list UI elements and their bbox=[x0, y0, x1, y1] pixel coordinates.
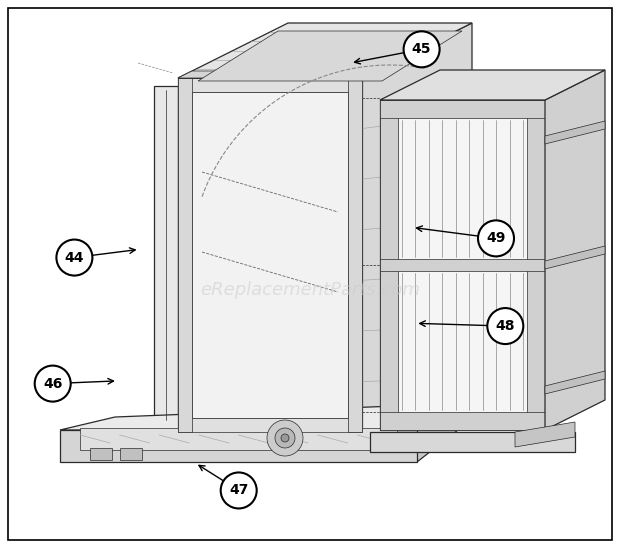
Polygon shape bbox=[417, 403, 472, 462]
Polygon shape bbox=[154, 86, 178, 424]
Circle shape bbox=[267, 420, 303, 456]
Polygon shape bbox=[527, 100, 545, 430]
Text: 49: 49 bbox=[486, 231, 506, 246]
Text: 45: 45 bbox=[412, 42, 432, 56]
Polygon shape bbox=[120, 448, 142, 460]
Polygon shape bbox=[515, 422, 575, 447]
Polygon shape bbox=[178, 78, 192, 432]
Circle shape bbox=[35, 366, 71, 402]
Polygon shape bbox=[178, 71, 376, 78]
Polygon shape bbox=[545, 70, 605, 430]
Polygon shape bbox=[80, 428, 397, 450]
Circle shape bbox=[478, 220, 514, 256]
Polygon shape bbox=[178, 418, 362, 432]
Polygon shape bbox=[178, 78, 362, 432]
Text: 47: 47 bbox=[229, 483, 249, 498]
Polygon shape bbox=[545, 371, 605, 394]
Text: 46: 46 bbox=[43, 376, 63, 391]
Polygon shape bbox=[545, 121, 605, 144]
Polygon shape bbox=[178, 23, 472, 78]
Polygon shape bbox=[380, 259, 545, 271]
Circle shape bbox=[487, 308, 523, 344]
Circle shape bbox=[404, 31, 440, 67]
Polygon shape bbox=[60, 403, 472, 430]
Polygon shape bbox=[178, 78, 362, 92]
Polygon shape bbox=[380, 412, 545, 430]
Polygon shape bbox=[380, 100, 398, 430]
Circle shape bbox=[281, 434, 289, 442]
Polygon shape bbox=[370, 432, 575, 452]
Polygon shape bbox=[348, 78, 362, 432]
Polygon shape bbox=[192, 92, 348, 418]
Polygon shape bbox=[90, 448, 112, 460]
Text: 48: 48 bbox=[495, 319, 515, 333]
Polygon shape bbox=[545, 246, 605, 269]
Polygon shape bbox=[60, 430, 417, 462]
Polygon shape bbox=[380, 100, 545, 430]
Polygon shape bbox=[380, 100, 545, 118]
Polygon shape bbox=[362, 23, 472, 432]
Polygon shape bbox=[198, 31, 462, 81]
Text: 44: 44 bbox=[64, 250, 84, 265]
Circle shape bbox=[275, 428, 295, 448]
Circle shape bbox=[56, 239, 92, 276]
Circle shape bbox=[221, 472, 257, 509]
Text: eReplacementParts.com: eReplacementParts.com bbox=[200, 281, 420, 299]
Polygon shape bbox=[380, 70, 605, 100]
